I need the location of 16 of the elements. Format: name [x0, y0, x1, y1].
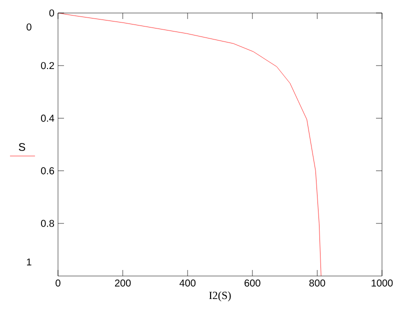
line-series: [58, 13, 322, 276]
x-tick-label: 800: [309, 280, 326, 287]
y-tick-label: 0.4: [41, 114, 54, 122]
x-tick-label: 600: [244, 280, 260, 287]
x-tick-label: 1000: [372, 280, 393, 287]
y-tick-label: 0.6: [41, 167, 54, 174]
text: S: [18, 143, 26, 151]
text: 1: [26, 258, 32, 266]
text: 0: [26, 23, 32, 31]
x-tick-label: 0: [56, 280, 60, 287]
x-tick-label: 400: [180, 280, 196, 287]
y-tick-label: 0: [49, 9, 54, 17]
x-tick-label: 200: [114, 280, 131, 287]
y-tick-label: 0.2: [41, 62, 54, 70]
x-axis-title: I2(S): [209, 291, 231, 302]
y-tick-label: 0.8: [41, 220, 54, 227]
